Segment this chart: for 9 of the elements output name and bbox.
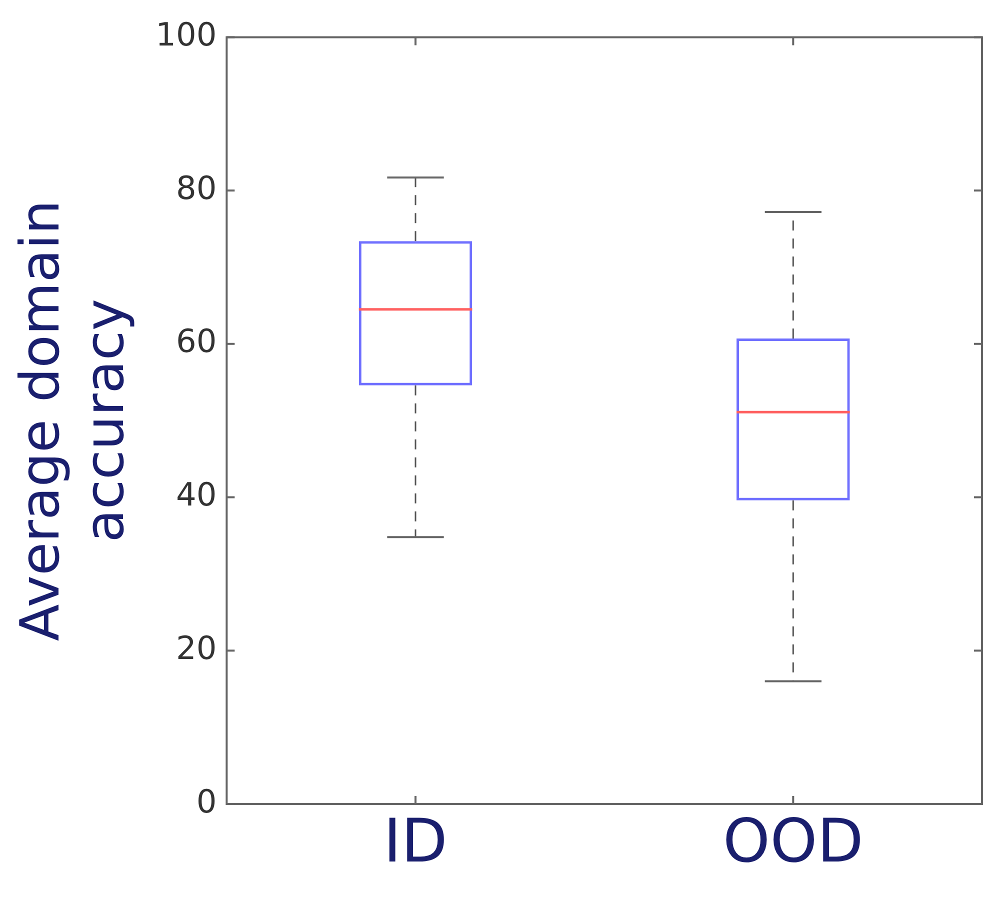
y-tick-label: 0	[196, 782, 217, 820]
x-tick-label: ID	[384, 806, 448, 877]
x-tick-label: OOD	[722, 806, 864, 877]
y-tick-label: 100	[156, 16, 217, 54]
y-tick-label: 80	[176, 168, 217, 207]
y-tick-label: 40	[176, 476, 217, 514]
y-tick-label: 60	[176, 322, 217, 360]
y-axis-title: Average domain accuracy	[8, 200, 136, 642]
y-tick-label: 20	[176, 628, 217, 667]
